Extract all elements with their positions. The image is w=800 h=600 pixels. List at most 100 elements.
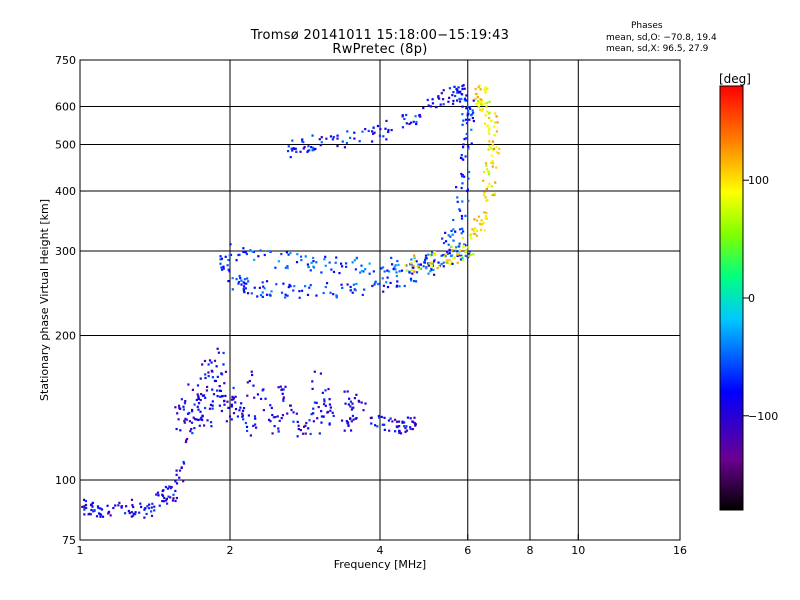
echo-point [175,427,178,431]
echo-point [216,347,219,350]
echo-point [291,139,294,142]
echo-point [344,402,347,405]
echo-point [482,170,486,173]
echo-point [443,255,446,258]
echo-point [464,137,468,140]
echo-point [292,420,295,423]
y-tick-label: 600 [55,101,76,114]
echo-point [398,430,401,433]
echo-point [452,257,455,260]
echo-point [386,285,390,289]
echo-point [413,270,416,273]
echo-point [344,262,348,265]
echo-point [491,193,494,197]
echo-point [320,421,323,424]
echo-point [477,105,480,109]
echo-point [427,253,430,256]
echo-point [381,266,385,269]
echo-point [212,393,216,396]
echo-point [253,286,256,289]
echo-point [259,397,263,401]
echo-point [308,419,311,422]
echo-point [456,254,459,258]
echo-point [252,384,255,387]
echo-point [216,394,219,398]
echo-point [405,122,408,125]
echo-point [325,137,328,140]
echo-point [434,253,437,256]
echo-point [465,99,468,102]
echo-point [442,103,445,106]
echo-point [486,125,489,128]
echo-point [475,102,478,106]
echo-point [377,414,380,418]
echo-point [232,398,235,401]
echo-point [469,253,472,256]
colorbar-label: [deg] [719,72,751,86]
echo-point [222,267,225,270]
echo-point [450,245,453,248]
echo-point [177,418,180,421]
echo-point [389,281,392,285]
echo-point [253,396,256,399]
echo-point [223,400,226,403]
echo-point [464,254,467,257]
echo-point [326,410,330,414]
echo-point [277,427,280,430]
echo-point [280,252,283,256]
echo-point [461,123,464,126]
echo-point [289,285,292,288]
echo-point [232,412,236,415]
echo-point [155,493,158,496]
echo-point [469,107,472,110]
echo-point [282,399,285,402]
echo-point [190,421,194,424]
echo-point [466,105,469,109]
echo-point [353,131,356,134]
echo-point [466,256,469,259]
echo-point [464,155,467,158]
echo-point [483,102,486,105]
echo-point [404,264,407,267]
echo-point [432,273,436,276]
echo-point [442,89,445,92]
echo-point [331,411,334,414]
echo-point [485,187,488,191]
echo-point [289,252,292,255]
echo-point [175,469,178,472]
echo-point [130,511,133,514]
echo-point [461,113,464,116]
echo-point [317,405,320,409]
echo-point [201,418,204,422]
x-axis-label: Frequency [MHz] [334,558,426,571]
echo-point [479,228,483,231]
echo-point [364,402,367,405]
echo-point [150,514,154,517]
echo-point [432,253,435,256]
echo-point [184,399,187,403]
echo-point [345,420,348,423]
echo-point [230,418,233,421]
echo-point [303,285,307,288]
echo-point [372,126,375,129]
echo-point [215,389,219,392]
echo-point [286,264,289,268]
echo-point [83,513,86,516]
echo-point [392,267,395,271]
echo-point [460,97,463,101]
echo-point [252,424,255,427]
echo-point [460,255,463,259]
echo-point [429,105,433,108]
echo-point [352,283,355,286]
echo-point [369,416,372,420]
echo-point [349,285,352,289]
echo-point [395,285,398,288]
echo-point [220,373,224,376]
echo-point [462,258,465,261]
echo-point [460,217,464,220]
echo-point [222,265,225,268]
axis-ticks: 1 2 4 6 8 10 16 75 100 200 300 400 500 600 750 [55,54,687,557]
echo-point [206,419,209,422]
echo-point [157,494,160,497]
echo-point [486,185,489,188]
